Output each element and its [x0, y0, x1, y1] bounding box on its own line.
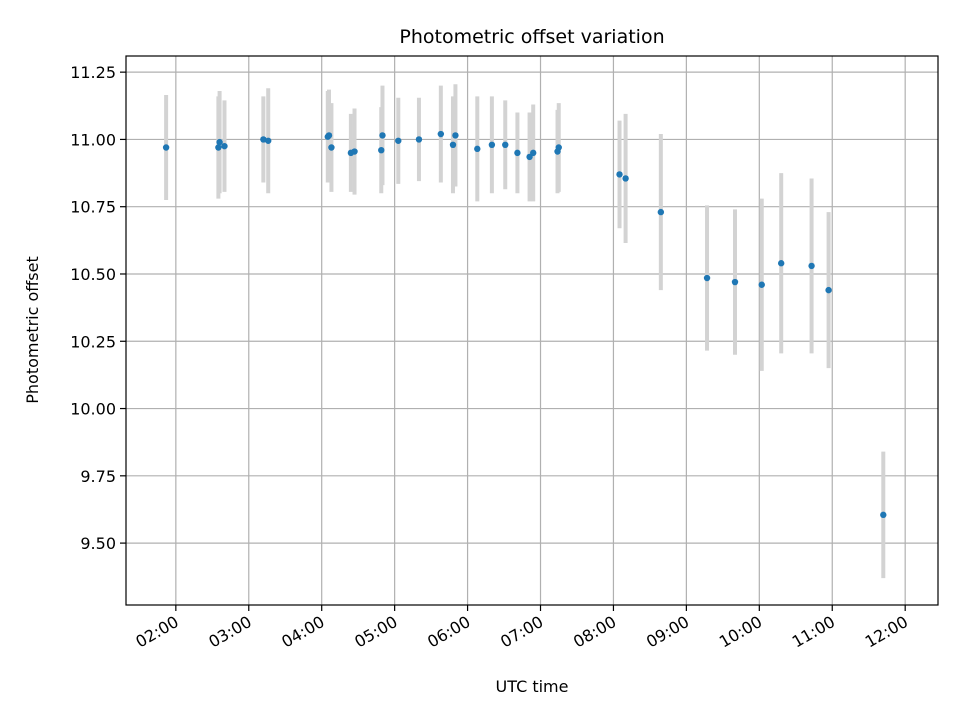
data-point	[328, 144, 335, 151]
data-point	[449, 141, 457, 149]
data-point	[703, 274, 711, 282]
y-tick-label: 10.75	[70, 198, 116, 217]
data-point	[215, 144, 222, 151]
data-point	[530, 149, 537, 157]
y-axis-ticks: 9.50 9.75 10.00 10.25 10.50 10.75 11.00 11.25	[70, 63, 126, 553]
y-tick-label: 9.50	[80, 534, 116, 553]
data-point	[488, 141, 496, 149]
data-point	[758, 281, 765, 288]
y-axis-title: Photometric offset	[23, 256, 42, 404]
data-point	[825, 286, 832, 294]
chart-title: Photometric offset variation	[399, 26, 664, 48]
data-point	[221, 142, 228, 150]
y-tick-label: 11.25	[70, 63, 116, 82]
data-point	[731, 278, 739, 286]
y-tick-label: 10.25	[70, 332, 116, 351]
data-point	[616, 171, 623, 178]
data-point	[514, 149, 521, 157]
data-point	[216, 138, 223, 146]
data-point	[474, 145, 481, 153]
data-point	[777, 260, 785, 267]
data-point	[880, 511, 887, 519]
data-point	[379, 132, 386, 139]
data-points	[162, 130, 887, 519]
data-point	[260, 136, 267, 143]
data-point	[555, 144, 562, 151]
data-point	[437, 130, 445, 138]
y-tick-label: 10.50	[70, 265, 116, 284]
plot-frame	[125, 55, 939, 606]
data-point	[378, 146, 385, 154]
data-point	[415, 136, 423, 143]
data-point	[265, 137, 272, 144]
data-point	[162, 144, 170, 151]
y-tick-label: 11.00	[70, 130, 116, 149]
data-point	[395, 137, 402, 144]
data-point	[808, 262, 815, 270]
data-point	[351, 148, 358, 155]
data-point	[452, 132, 459, 139]
data-point	[657, 208, 665, 216]
data-point	[502, 141, 509, 149]
data-point	[622, 175, 629, 182]
y-tick-label: 9.75	[80, 467, 116, 486]
x-axis-title: UTC time	[496, 677, 569, 696]
y-tick-label: 10.00	[70, 400, 116, 419]
data-point	[325, 132, 333, 139]
